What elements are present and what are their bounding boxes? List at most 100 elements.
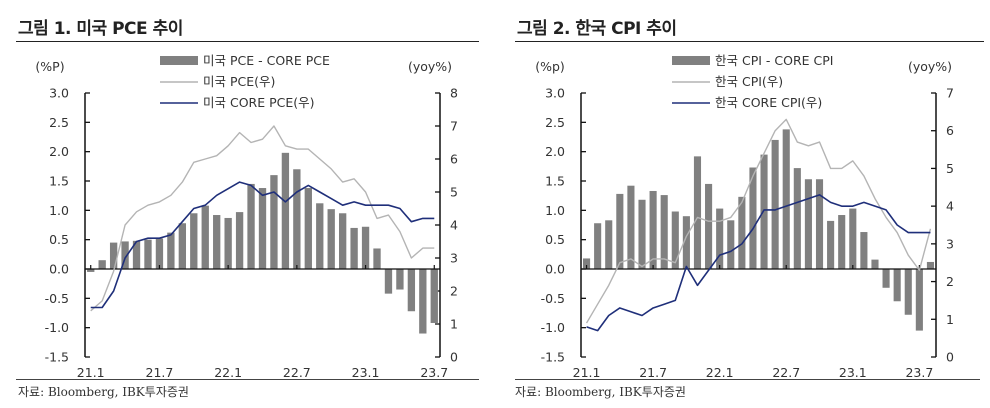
bar (419, 269, 427, 334)
bar (671, 211, 679, 269)
source-divider (16, 379, 479, 380)
bar (871, 259, 879, 269)
left-tick-label: -1.0 (541, 320, 565, 335)
chart-panel-kr-cpi: 그림 2. 한국 CPI 추이 3.0 2.5 2.0 1.5 1.0 0.5 0.0 -0.… (495, 0, 990, 408)
bar (167, 232, 175, 269)
left-tick-label: 1.0 (545, 203, 565, 218)
left-axis-unit: (%P) (35, 59, 64, 74)
left-tick-label: 2.5 (49, 115, 69, 130)
bar (705, 183, 713, 269)
x-tick-label: 21.7 (146, 365, 174, 380)
left-tick-label: -1.0 (45, 320, 69, 335)
bar (258, 188, 267, 269)
right-tick-label: 7 (450, 119, 458, 134)
legend-label: 미국 CORE PCE(우) (203, 95, 315, 110)
bar (270, 175, 278, 269)
bar (338, 213, 347, 269)
bar (638, 199, 646, 269)
left-tick-label: -0.5 (45, 291, 69, 306)
bar (213, 215, 221, 269)
left-tick-label: 0.0 (49, 262, 69, 277)
bar (849, 208, 857, 269)
bar (178, 223, 187, 269)
bar (682, 216, 690, 269)
legend-label: 한국 CPI - CORE CPI (715, 53, 833, 68)
series-line-headline (585, 118, 932, 324)
bar (98, 260, 106, 269)
bar (693, 156, 702, 269)
source-note: 자료: Bloomberg, IBK투자증권 (515, 385, 686, 399)
source-divider (515, 379, 980, 380)
x-tick-label: 22.1 (214, 365, 242, 380)
left-tick-label: -1.5 (541, 350, 565, 365)
bar (281, 152, 290, 269)
left-tick-label: 1.0 (49, 203, 69, 218)
legend-label: 한국 CPI(우) (715, 74, 783, 89)
bar (316, 203, 324, 269)
bar (605, 220, 613, 269)
chart-kr-cpi: 3.02.52.01.51.00.50.0-0.5-1.0-1.57654321… (535, 53, 954, 380)
legend-swatch-bar (160, 56, 198, 65)
bar (582, 258, 591, 269)
bar (224, 217, 232, 269)
bar (616, 193, 624, 269)
right-tick-label: 6 (450, 152, 458, 167)
bar (190, 213, 198, 269)
bar (594, 223, 602, 269)
left-tick-label: 2.0 (545, 144, 565, 159)
left-tick-label: 3.0 (545, 86, 565, 101)
bar (144, 239, 152, 269)
bar (293, 169, 301, 269)
x-tick-label: 22.7 (283, 365, 311, 380)
title-divider (16, 41, 479, 42)
bar (727, 220, 735, 269)
bar (384, 269, 393, 294)
bar (804, 179, 812, 269)
x-tick-label: 23.7 (420, 365, 448, 380)
bar (749, 167, 757, 269)
right-tick-label: 4 (946, 199, 954, 214)
x-tick-label: 22.7 (772, 365, 800, 380)
chart-us-pce: 3.0 2.5 2.0 1.5 1.0 0.5 0.0 -0.5 -1.0 -1.5 8 7 6 5 4 3 2… (35, 53, 458, 380)
left-tick-label: 2.0 (49, 144, 69, 159)
left-tick-label: 3.0 (49, 86, 69, 101)
bar (327, 209, 335, 269)
legend-label: 미국 PCE - CORE PCE (203, 53, 330, 68)
right-tick-label: 2 (946, 274, 954, 289)
bar (738, 196, 746, 269)
right-tick-label: 2 (450, 284, 458, 299)
series-line-headline (90, 125, 435, 312)
x-tick-label: 22.1 (706, 365, 734, 380)
bar (926, 261, 935, 269)
bar (361, 226, 370, 269)
chart-title: 그림 1. 미국 PCE 추이 (18, 19, 183, 39)
left-tick-label: 0.5 (545, 232, 565, 247)
legend-label: 미국 PCE(우) (203, 74, 275, 89)
bar (247, 183, 255, 269)
bar (815, 179, 824, 269)
left-tick-label: 0.5 (49, 232, 69, 247)
bar (627, 185, 635, 269)
right-tick-label: 6 (946, 123, 954, 138)
x-tick-label: 23.1 (352, 365, 380, 380)
bar (235, 212, 244, 269)
bar (782, 129, 790, 269)
bar (87, 269, 95, 272)
x-tick-label: 21.1 (77, 365, 105, 380)
bar (793, 168, 801, 269)
chart-title: 그림 2. 한국 CPI 추이 (517, 19, 677, 39)
bar (882, 269, 890, 288)
right-tick-label: 1 (450, 317, 458, 332)
series-line-core (586, 194, 931, 332)
bar (121, 241, 129, 269)
bar (827, 220, 835, 269)
x-tick-label: 23.1 (839, 365, 867, 380)
left-tick-label: 2.5 (545, 115, 565, 130)
title-divider (515, 41, 984, 42)
bar (716, 208, 724, 269)
bar (396, 269, 404, 290)
bar (155, 238, 164, 269)
bar (893, 269, 901, 302)
left-tick-label: 0.0 (545, 262, 565, 277)
x-tick-label: 21.7 (639, 365, 667, 380)
